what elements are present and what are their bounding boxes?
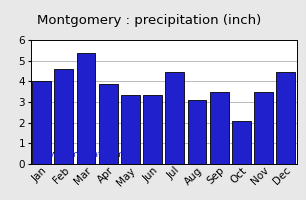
Bar	[254, 92, 273, 164]
Text: Montgomery : precipitation (inch): Montgomery : precipitation (inch)	[37, 14, 261, 27]
Text: www.allmetsat.com: www.allmetsat.com	[36, 150, 125, 159]
Bar	[165, 72, 184, 164]
Bar	[143, 95, 162, 164]
Bar	[54, 69, 73, 164]
Bar	[232, 121, 251, 164]
Bar	[188, 100, 207, 164]
Bar	[76, 53, 95, 164]
Bar	[32, 81, 51, 164]
Bar	[276, 72, 295, 164]
Bar	[210, 92, 229, 164]
Bar	[99, 84, 118, 164]
Bar	[121, 95, 140, 164]
